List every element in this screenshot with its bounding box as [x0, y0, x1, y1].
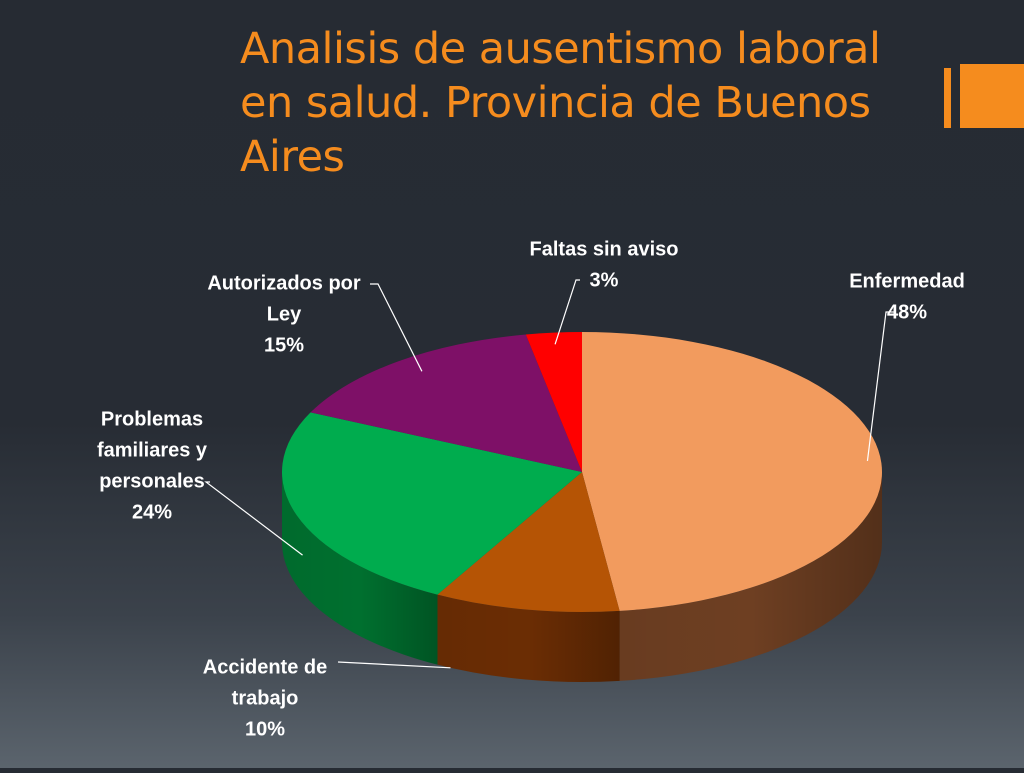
slice-value-label-3: 15% — [264, 334, 304, 356]
slice-1 — [437, 472, 620, 612]
slice-value-label-2: 24% — [132, 501, 172, 523]
leader-lines — [204, 279, 896, 669]
slice-name-label-0: Enfermedad — [849, 270, 965, 292]
leader-line-0 — [866, 311, 896, 461]
slice-value-label-1: 10% — [245, 718, 285, 740]
leader-line-2 — [204, 481, 303, 556]
pie-tops — [282, 332, 883, 612]
leader-line-1 — [337, 661, 451, 669]
slice-name-label-2: personales — [99, 470, 205, 492]
leader-line-4 — [554, 279, 580, 345]
slice-name-label-2: Problemas — [101, 408, 203, 430]
leader-line-3 — [370, 283, 423, 372]
slice-name-label-1: trabajo — [232, 687, 299, 709]
slice-labels: Enfermedad 48% Accidente de trabajo 10% Probl… — [97, 238, 965, 740]
slice-0 — [582, 332, 883, 611]
slice-label-2: Problemas familiares y personales 24% — [97, 408, 208, 523]
slice-label-1: Accidente de trabajo 10% — [203, 656, 327, 740]
slice-value-label-4: 3% — [590, 269, 619, 291]
accent-bar-thin — [944, 68, 951, 128]
slice-side-shade-0 — [619, 472, 882, 681]
slice-4 — [525, 332, 582, 472]
slice-side-shade-2 — [282, 472, 438, 665]
slice-label-4: Faltas sin aviso 3% — [530, 238, 679, 291]
slice-2 — [282, 412, 582, 595]
pie-sides — [282, 472, 882, 682]
slice-label-3: Autorizados por Ley 15% — [207, 272, 361, 356]
accent-bar-thick — [960, 64, 1024, 128]
slice-3 — [310, 334, 582, 472]
slice-name-label-4: Faltas sin aviso — [530, 238, 679, 260]
slice-name-label-2: familiares y — [97, 439, 208, 461]
slice-side-shade-1 — [437, 594, 620, 682]
slice-value-label-0: 48% — [887, 301, 927, 323]
slide-title: Analisis de ausentismo laboral en salud.… — [240, 24, 881, 182]
slice-label-0: Enfermedad 48% — [849, 270, 965, 323]
slice-name-label-1: Accidente de — [203, 656, 327, 678]
slice-name-label-3: Autorizados por — [207, 272, 361, 294]
slice-name-label-3: Ley — [267, 303, 302, 325]
